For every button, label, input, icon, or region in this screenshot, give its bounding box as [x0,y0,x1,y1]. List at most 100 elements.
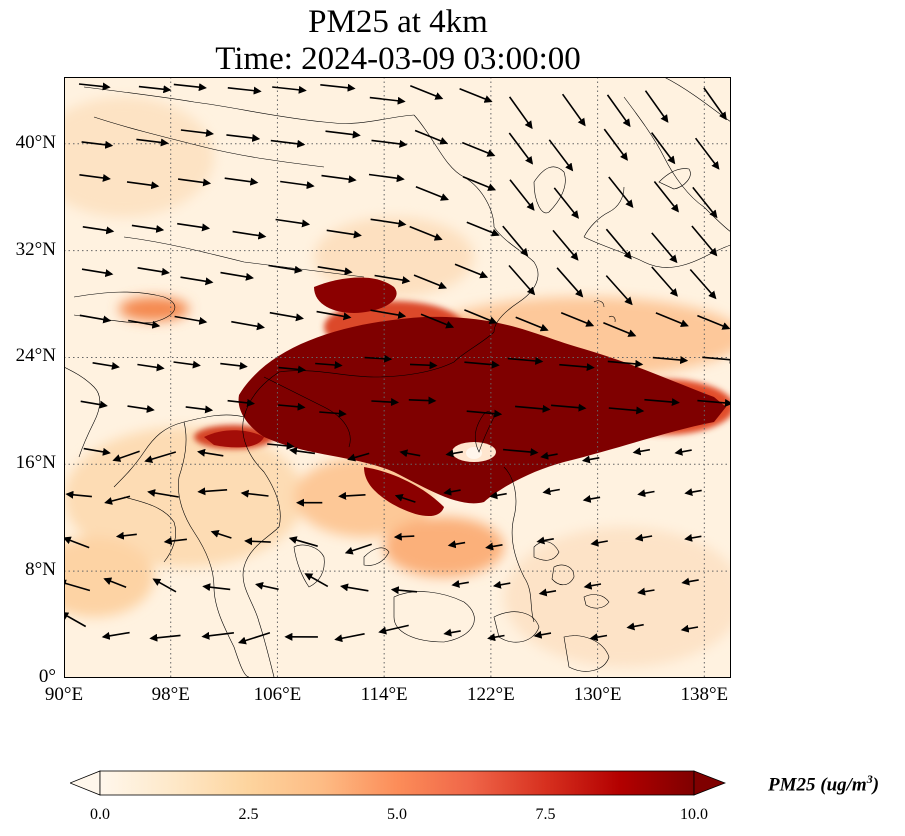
wind-arrow-157 [202,583,231,592]
wind-arrow-115 [197,448,224,457]
wind-arrow-118 [347,452,370,462]
wind-arrow-58 [180,276,214,286]
lon-tick-label-6: 138°E [680,684,729,705]
wind-arrow-44 [177,222,211,232]
wind-arrow-152 [634,533,653,542]
wind-arrow-109 [608,406,645,415]
wind-arrow-174 [334,633,365,643]
wind-arrow-181 [680,624,699,633]
wind-arrow-176 [443,628,461,637]
wind-arrow-144 [244,537,271,546]
wind-arrow-94 [559,363,595,372]
wind-arrow-47 [326,229,362,239]
wind-arrow-36 [462,176,497,191]
wind-arrow-17 [226,134,261,143]
wind-arrow-82 [655,312,689,327]
wind-arrow-142 [163,537,187,546]
wind-arrow-145 [288,536,318,547]
coastlines [64,77,731,678]
wind-arrow-155 [103,577,127,589]
wind-arrow-35 [415,185,449,201]
wind-arrow-179 [589,633,608,642]
wind-arrow-33 [321,174,357,184]
wind-arrow-147 [393,532,415,541]
wind-arrow-178 [533,630,552,639]
wind-arrow-166 [637,587,655,596]
wind-arrow-153 [684,533,702,542]
wind-arrow-75 [316,310,352,321]
lon-tick-label-0: 90°E [44,684,84,705]
title-line-2: Time: 2024-03-09 03:00:00 [215,41,581,77]
wind-arrow-164 [538,588,557,597]
lat-tick-label-2: 16°N [15,452,56,474]
colorbar-min-extend [68,770,101,796]
wind-arrow-101 [227,398,255,407]
wind-arrow-134 [443,487,461,496]
wind-arrow-160 [340,583,369,592]
wind-arrow-76 [370,309,407,319]
lat-tick-label-4: 32°N [15,238,56,260]
lat-tick-label-1: 8°N [25,559,56,581]
wind-arrow-140 [64,536,90,549]
colorbar-tick-2: 5.0 [387,806,407,823]
wind-arrow-26 [650,132,676,165]
wind-arrow-21 [414,129,449,145]
wind-arrow-43 [131,224,165,233]
wind-arrow-119 [399,449,421,458]
wind-arrow-130 [240,489,269,498]
wind-arrow-167 [681,577,699,586]
wind-arrow-107 [515,404,551,413]
wind-arrow-72 [174,315,208,325]
wind-arrow-117 [289,446,316,455]
wind-arrow-71 [128,319,161,329]
wind-arrow-64 [454,263,489,279]
wind-arrow-32 [280,180,315,190]
wind-arrow-57 [137,267,170,276]
wind-arrow-77 [420,313,455,329]
wind-arrow-51 [502,225,529,257]
colorbar [68,770,727,796]
wind-arrow-169 [101,631,130,640]
lon-tick-label-3: 114°E [360,684,408,705]
lon-tick-label-4: 122°E [467,684,515,705]
lon-tick-label-5: 130°E [573,684,622,705]
wind-arrow-128 [147,489,179,498]
wind-arrow-59 [220,271,254,281]
wind-arrow-6 [369,96,406,105]
wind-arrow-34 [368,173,405,183]
wind-arrow-10 [561,93,586,127]
wind-arrow-141 [115,531,137,540]
wind-arrow-22 [461,141,496,157]
wind-arrow-158 [255,581,279,591]
wind-arrow-95 [607,359,644,368]
wind-arrow-88 [278,365,306,374]
lat-tick-label-3: 24°N [15,345,56,367]
wind-arrow-122 [540,451,558,460]
wind-arrow-19 [325,130,361,139]
wind-arrow-18 [270,139,306,148]
colorbar-tick-3: 7.5 [535,806,556,823]
wind-arrow-103 [319,409,347,418]
wind-arrow-67 [605,275,633,306]
lon-tick-label-2: 106°E [253,684,302,705]
wind-arrow-143 [210,529,232,539]
wind-arrow-99 [127,405,155,413]
wind-arrow-46 [275,218,311,228]
wind-arrow-39 [608,176,634,209]
wind-arrow-92 [464,360,500,369]
wind-arrow-56 [81,268,114,278]
wind-arrow-110 [644,398,680,407]
wind-arrow-96 [652,356,689,365]
wind-arrow-168 [64,612,87,628]
colorbar-tick-4: 10.0 [680,806,708,823]
wind-arrow-30 [177,178,212,187]
wind-arrow-116 [267,441,295,450]
wind-arrow-133 [394,493,416,503]
wind-arrow-105 [408,396,437,405]
wind-arrow-20 [371,139,408,148]
wind-arrow-104 [371,398,399,407]
wind-arrow-4 [272,85,307,94]
wind-arrow-55 [691,225,718,257]
wind-arrow-62 [374,274,411,285]
wind-arrow-136 [542,487,560,496]
